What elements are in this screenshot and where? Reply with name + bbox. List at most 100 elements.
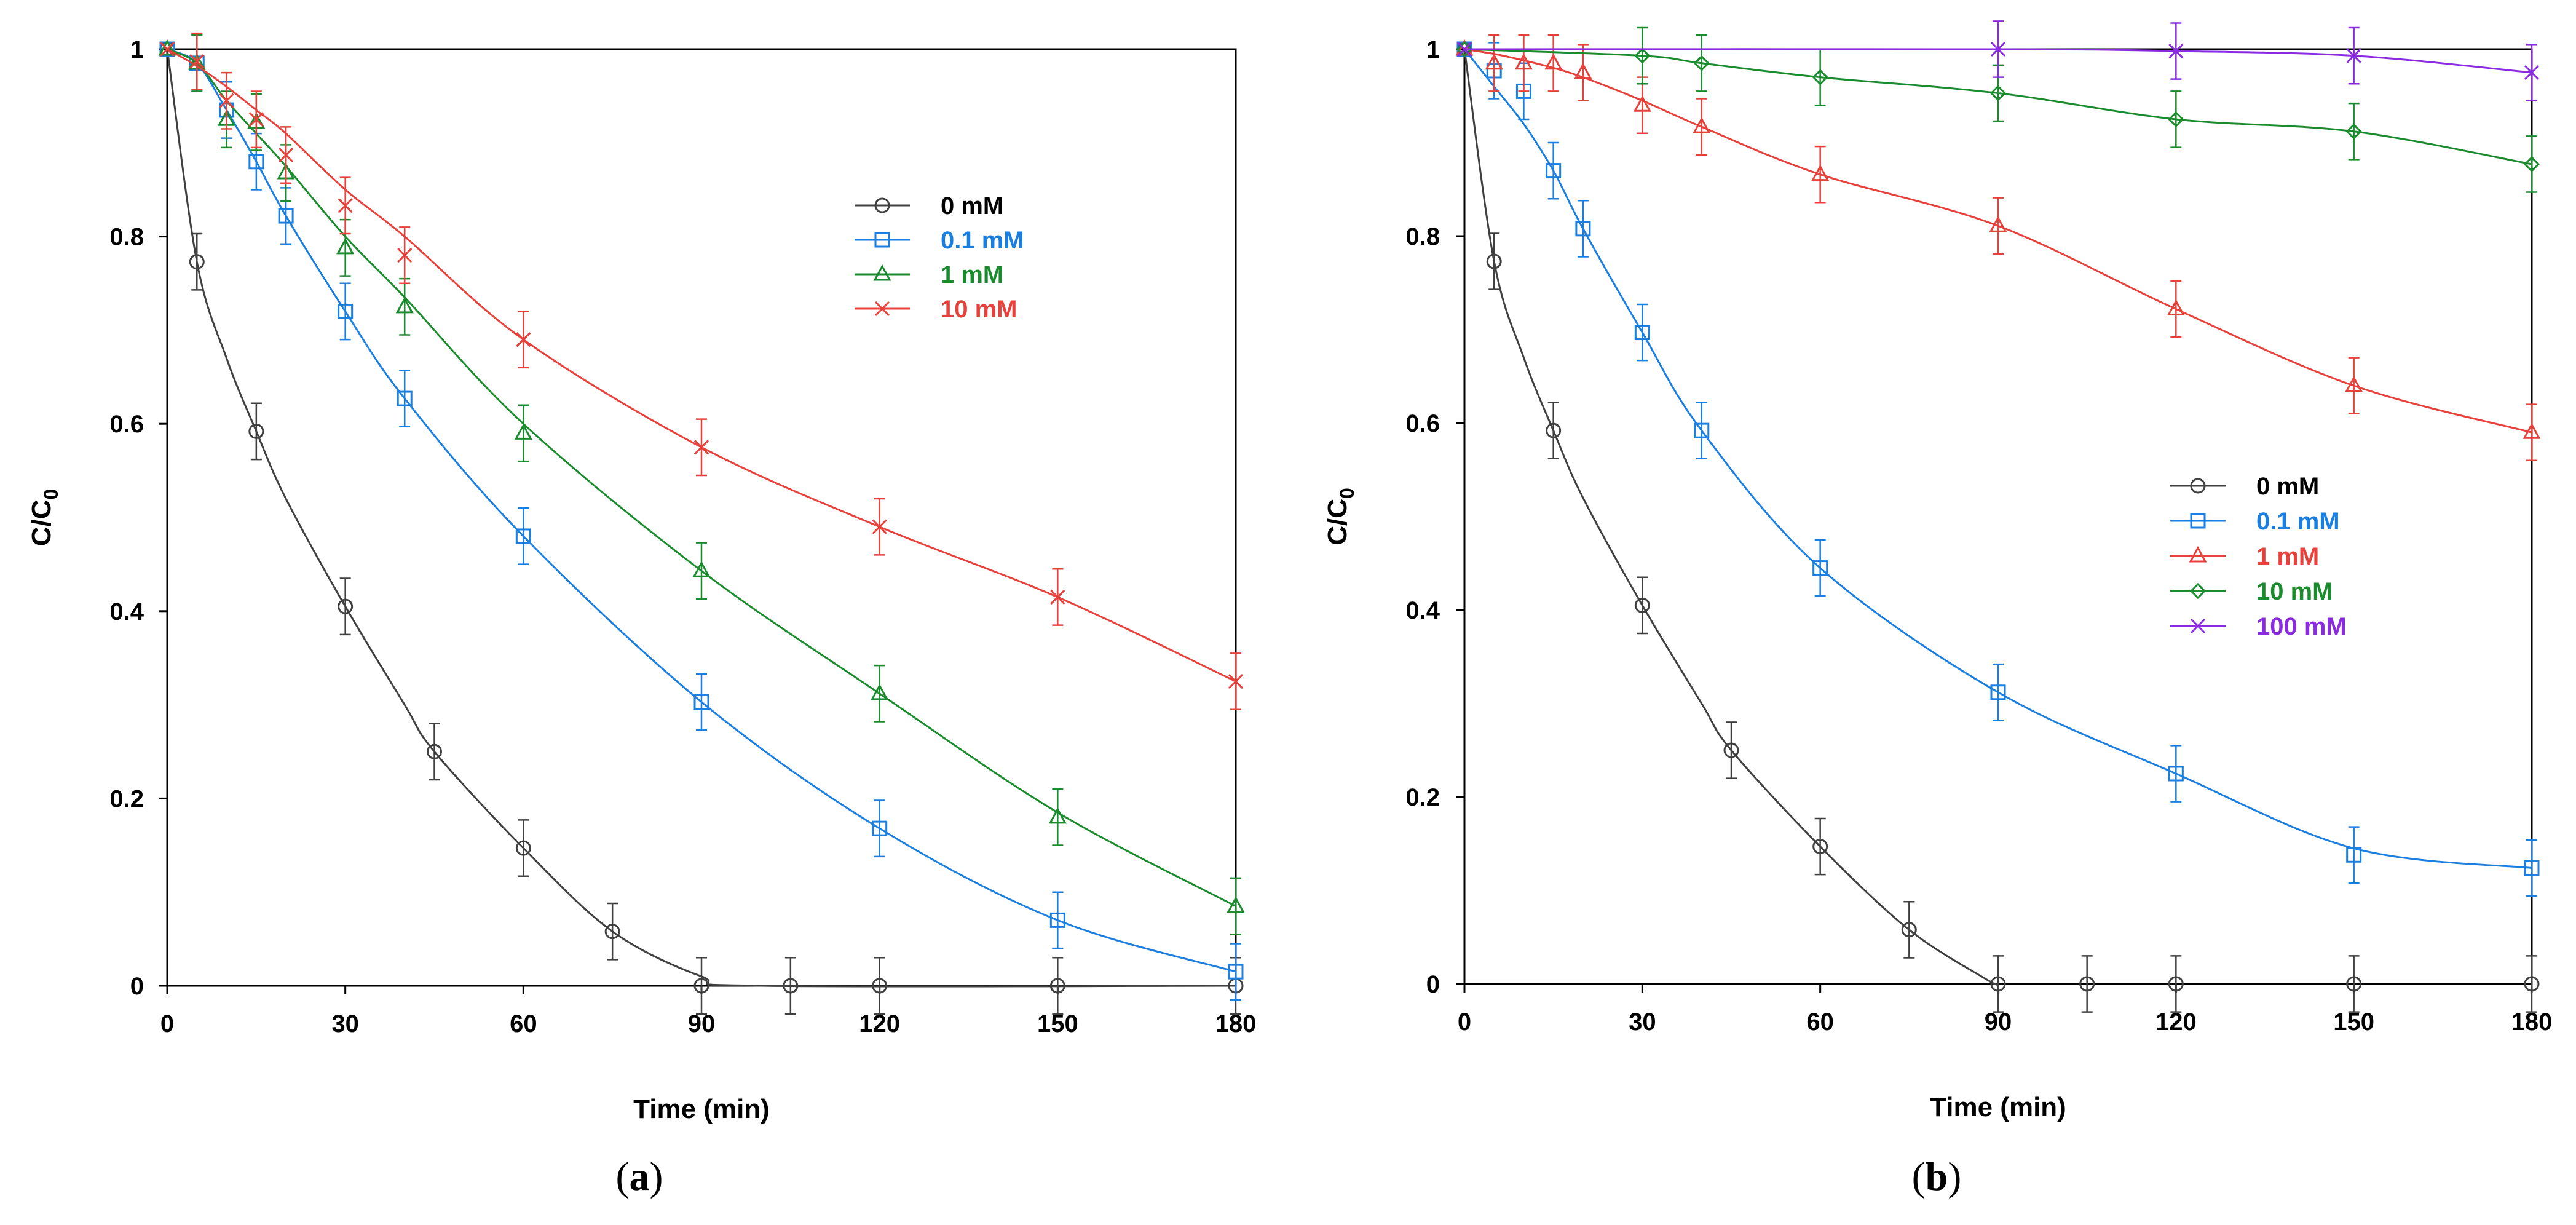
error-bar [2170,280,2182,338]
y-axis-title: C/C0 [26,489,62,547]
y-tick-label: 0.6 [109,411,144,438]
error-bar [696,542,707,600]
error-bar [2170,955,2182,1013]
series-line [166,49,1236,988]
data-point [2345,376,2363,392]
panel-label: (a) [616,1154,663,1199]
data-point [515,840,531,856]
x-tick-label: 0 [160,1010,174,1037]
error-bar [1726,721,1737,779]
data-point [2168,976,2184,992]
y-tick-label: 0 [130,973,144,1000]
error-bar [1903,900,1915,959]
x-tick-label: 30 [331,1010,359,1037]
error-bar [2526,955,2537,1013]
series-line [167,48,1236,907]
data-point [1049,912,1065,928]
legend-label: 0.1 mM [2256,508,2340,535]
data-point [395,296,414,314]
data-point [278,208,294,224]
series-line [1463,49,1999,986]
data-point [397,390,413,406]
data-point [2167,299,2185,316]
data-point [1574,62,1592,79]
x-tick-label: 30 [1629,1009,1656,1036]
x-tick-label: 120 [859,1010,900,1037]
data-point [1456,41,1473,58]
error-bar [2526,135,2537,193]
error-bar [1993,663,2004,721]
data-point [158,39,176,56]
error-bar [339,282,351,341]
x-tick-label: 0 [1458,1009,1471,1036]
y-tick-label: 0.8 [1405,223,1440,250]
data-point [248,423,264,439]
error-bar [1637,303,1648,362]
data-point [604,924,620,940]
error-bar [399,370,411,428]
legend-label: 0 mM [2256,473,2319,500]
x-tick-label: 120 [2155,1009,2197,1036]
error-bar [874,664,885,723]
data-point [338,598,354,614]
data-point [1990,684,2006,700]
chart-panel-b: 0 30 60 90 120 150 180 0 0.2 0.4 0.6 0.8 1 Time (min)… [1322,20,2553,1199]
error-bar [250,402,262,461]
error-bar [1547,402,1559,460]
data-point [2523,156,2540,173]
x-tick-label: 150 [2333,1009,2374,1036]
data-point [871,683,889,700]
data-point [338,198,353,213]
plot-frame [166,48,1237,987]
y-axis-title: C/C0 [1322,488,1358,545]
legend-marker [874,301,890,317]
error-bar [429,723,440,781]
data-point [1514,53,1533,70]
legend-label: 10 mM [2256,578,2333,605]
legend-label: 10 mM [941,296,1017,323]
data-point [1812,839,1828,855]
error-bar [874,799,885,858]
series-0-mM [1456,41,2540,1013]
error-bar [2348,357,2360,415]
error-bar [191,232,203,291]
data-point [2524,65,2540,81]
data-point [516,332,531,347]
data-point [1989,85,2007,101]
error-bar [2170,90,2182,148]
data-point [1456,41,1472,57]
error-bar [1696,34,1707,92]
error-bar [2348,102,2360,161]
data-point [1634,47,1651,64]
error-bar [1637,26,1648,85]
data-point [2168,111,2184,128]
legend-marker [873,264,891,281]
data-point [872,519,887,534]
data-point [248,154,264,170]
data-point [783,978,799,994]
series-100-mM [1456,20,2540,101]
error-bar [1547,34,1559,92]
data-point [1990,976,2006,992]
data-point [1723,742,1739,758]
error-bar [1052,957,1064,1015]
error-bar [1696,402,1707,460]
data-point [2168,43,2184,59]
error-bar [1230,943,1241,1001]
data-point [1485,53,1503,70]
data-point [2346,48,2361,63]
data-point [2346,976,2362,992]
x-tick-label: 180 [2511,1009,2553,1036]
error-bar [1547,141,1559,200]
error-bar [339,577,351,636]
error-bar [1637,576,1648,635]
error-bar [2526,403,2537,462]
data-point [1575,221,1591,237]
data-point [189,54,205,69]
data-point [1546,422,1562,438]
y-tick-label: 0.4 [1405,597,1440,624]
x-tick-label: 60 [510,1010,537,1037]
data-point [1049,978,1065,994]
data-point [872,978,888,994]
y-tick-label: 0.4 [109,598,144,625]
